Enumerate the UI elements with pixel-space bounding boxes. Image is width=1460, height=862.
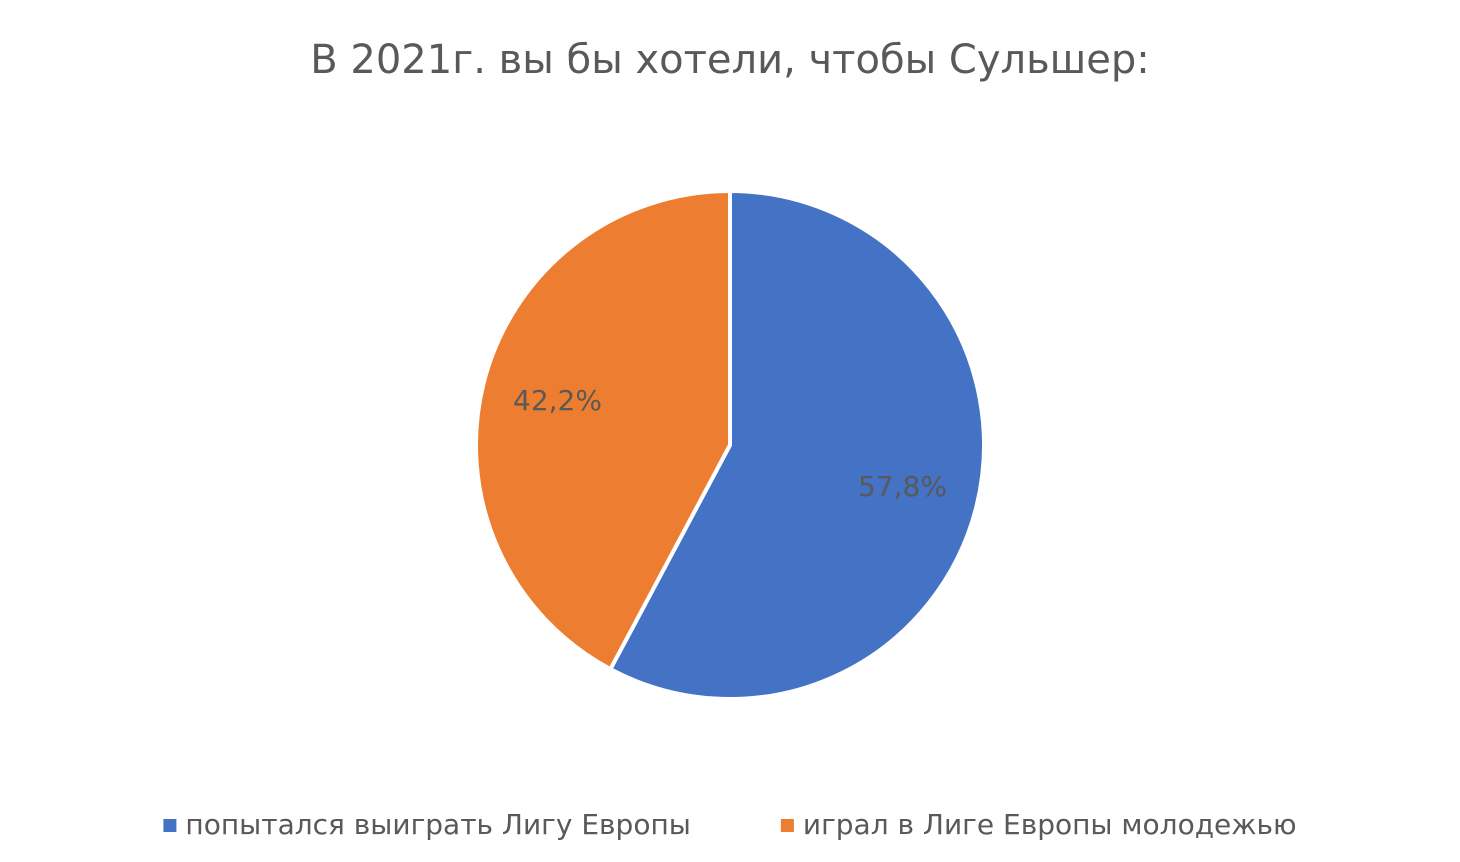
chart-title: В 2021г. вы бы хотели, чтобы Сульшер: bbox=[310, 37, 1149, 83]
legend-swatch bbox=[780, 819, 794, 832]
data-label: 57,8% bbox=[858, 470, 947, 503]
legend-label: попытался выиграть Лигу Европы bbox=[185, 808, 690, 841]
data-label: 42,2% bbox=[513, 384, 602, 417]
pie-slice bbox=[608, 189, 986, 701]
pie-slice bbox=[474, 189, 732, 672]
legend-label: играл в Лиге Европы молодежью bbox=[803, 808, 1297, 841]
legend-swatch bbox=[163, 819, 177, 832]
